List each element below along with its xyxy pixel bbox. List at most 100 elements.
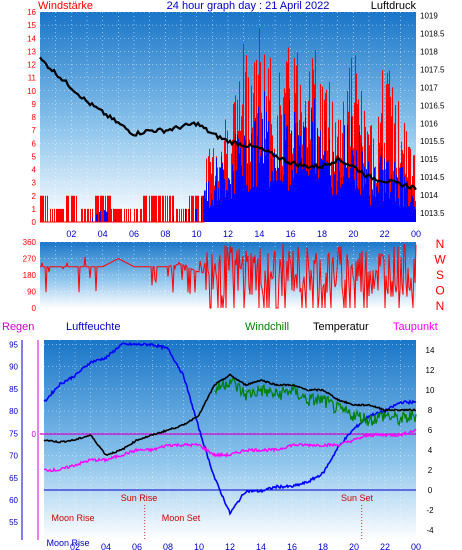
wind-tick-label: 4 [32,166,37,175]
humidity-tick-label: 55 [9,518,18,527]
compass-label: W [434,253,446,267]
series-marks [21,28,417,540]
wind-tick-label: 16 [27,8,36,17]
wind-tick-label: 0 [32,218,37,227]
temperature-tick-label: -4 [426,526,434,535]
temperature-tick-label: 4 [428,446,433,455]
wind-tick-label: 8 [32,113,37,122]
time-tick-label: 06 [129,229,139,239]
pressure-tick-label: 1014.5 [420,173,445,182]
dewpoint-heading: Taupunkt [393,321,438,333]
temperature-tick-label: 10 [426,386,435,395]
time-tick-label: 10 [192,229,202,239]
compass-label: N [436,237,445,251]
dewpoint-line [43,428,417,473]
wind-tick-label: 6 [32,139,37,148]
time-tick-label: 18 [317,229,327,239]
time-tick-label: 08 [160,229,170,239]
pressure-tick-label: 1015 [420,155,438,164]
pressure-tick-label: 1014 [420,191,438,200]
temperature-tick-label: 14 [426,346,435,355]
windchill-heading: Windchill [245,321,289,333]
time-tick-label: 16 [286,229,296,239]
time-tick-label: 22 [380,542,390,550]
wind-tick-label: 2 [32,192,37,201]
humidity-tick-label: 80 [9,407,18,416]
wind-direction-line [40,243,417,309]
compass-label: O [435,284,444,298]
sun-rise-label: Sun Rise [121,493,158,503]
pressure-tick-label: 1013.5 [420,209,445,218]
wind-tick-label: 1 [32,205,37,214]
time-tick-label: 06 [132,542,142,550]
direction-tick-label: 180 [23,271,37,280]
temperature-tick-label: 8 [428,406,433,415]
time-tick-label: 04 [101,542,111,550]
pressure-tick-label: 1018 [420,47,438,56]
moon-rise-bottom-label: Moon Rise [46,538,89,548]
wind-tick-label: 7 [32,126,37,135]
pressure-tick-label: 1016.5 [420,101,445,110]
time-tick-label: 00 [411,229,421,239]
wind-speed-heading: Windstärke [38,0,93,12]
time-tick-label: 16 [287,542,297,550]
time-tick-label: 02 [66,229,76,239]
wind-tick-label: 14 [27,34,36,43]
pressure-tick-label: 1017.5 [420,65,445,74]
direction-tick-label: 270 [23,255,37,264]
sun-set-label: Sun Set [341,493,374,503]
time-tick-label: 22 [380,229,390,239]
humidity-tick-label: 90 [9,363,18,372]
wind-tick-label: 12 [27,61,36,70]
graph-title: 24 hour graph day : 21 April 2022 [167,0,330,12]
time-tick-label: 10 [194,542,204,550]
wind-tick-label: 15 [27,21,36,30]
direction-tick-label: 360 [23,238,37,247]
pressure-tick-label: 1016 [420,119,438,128]
humidity-tick-label: 60 [9,496,18,505]
rain-zero-label: 0 [32,430,37,439]
wind-tick-label: 3 [32,179,37,188]
temperature-heading: Temperatur [313,321,369,333]
time-tick-label: 08 [163,542,173,550]
pressure-tick-label: 1019 [420,12,438,21]
time-tick-label: 14 [254,229,264,239]
time-tick-label: 02 [70,542,80,550]
time-tick-label: 00 [411,542,421,550]
temperature-line [43,373,417,456]
moon-set-label: Moon Set [162,513,201,523]
windchill-line [214,377,417,427]
humidity-heading: Luftfeuchte [66,321,120,333]
humidity-tick-label: 75 [9,429,18,438]
time-tick-label: 18 [318,542,328,550]
time-tick-label: 14 [256,542,266,550]
humidity-tick-label: 95 [9,340,18,349]
time-tick-label: 20 [348,229,358,239]
temperature-tick-label: 6 [428,426,433,435]
time-tick-label: 20 [349,542,359,550]
moon-rise-label: Moon Rise [51,513,94,523]
temperature-tick-label: 12 [426,366,435,375]
time-tick-label: 12 [225,542,235,550]
compass-label: S [436,268,444,282]
humidity-line [43,341,417,516]
wind-tick-label: 10 [27,87,36,96]
time-tick-label: 12 [223,229,233,239]
wind-tick-label: 5 [32,152,37,161]
tick-labels: 0123456789101112131415161013.510141014.5… [9,8,446,550]
wind-tick-label: 11 [28,74,37,83]
pressure-tick-label: 1015.5 [420,137,445,146]
pressure-tick-label: 1017 [420,83,438,92]
temperature-tick-label: -2 [426,506,434,515]
wind-tick-label: 13 [27,47,36,56]
rain-heading: Regen [2,321,34,333]
direction-tick-label: 0 [32,304,37,313]
humidity-tick-label: 70 [9,452,18,461]
pressure-line [39,56,417,191]
direction-tick-label: 90 [27,288,36,297]
time-tick-label: 04 [98,229,108,239]
humidity-tick-label: 85 [9,385,18,394]
pressure-tick-label: 1018.5 [420,30,445,39]
